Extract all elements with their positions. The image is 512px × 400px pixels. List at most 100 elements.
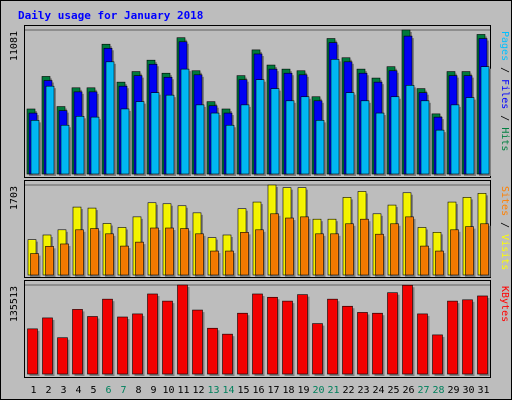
series-legend: Pages / Files / Hits <box>499 31 510 151</box>
bar-pages-21 <box>330 59 341 176</box>
bar-pages-26 <box>405 85 416 176</box>
bar-kbytes-7 <box>117 316 130 376</box>
bar-sites-6 <box>105 233 116 277</box>
bar-kbytes-29 <box>447 300 460 376</box>
bar-sites-28 <box>435 250 446 277</box>
series-sites <box>30 213 491 277</box>
chart-title: Daily usage for January 2018 <box>18 9 203 22</box>
bar-pages-22 <box>345 92 356 176</box>
bar-sites-5 <box>90 228 101 277</box>
bar-sites-29 <box>450 229 461 277</box>
y-max-label: 1703 <box>9 186 20 210</box>
bar-kbytes-22 <box>342 305 355 376</box>
bar-kbytes-1 <box>27 328 40 376</box>
panel-kbytes: 135513 KBytes <box>9 280 510 378</box>
bar-kbytes-14 <box>222 333 235 376</box>
x-tick-label: 1 <box>30 385 36 396</box>
x-tick-label: 22 <box>342 385 354 396</box>
bar-kbytes-9 <box>147 293 160 376</box>
bar-kbytes-11 <box>177 284 190 376</box>
x-tick-label: 11 <box>177 385 189 396</box>
bar-kbytes-19 <box>297 294 310 376</box>
x-tick-label: 21 <box>327 385 339 396</box>
legend-part: Sites <box>499 186 510 216</box>
bar-sites-11 <box>180 228 191 277</box>
series-kbytes <box>27 284 490 376</box>
x-tick-label: 18 <box>282 385 294 396</box>
x-tick-label: 10 <box>162 385 174 396</box>
x-tick-label: 26 <box>402 385 414 396</box>
legend-part: Pages <box>499 31 510 61</box>
legend-part: Hits <box>499 127 510 151</box>
bar-pages-30 <box>465 97 476 176</box>
bar-sites-31 <box>480 223 491 277</box>
bar-sites-25 <box>390 223 401 277</box>
x-tick-label: 16 <box>252 385 264 396</box>
bar-sites-30 <box>465 226 476 277</box>
bar-kbytes-10 <box>162 300 175 376</box>
chart-panels: 11081 Pages / Files / Hits 1703 Sites / Vis… <box>9 25 510 378</box>
bar-kbytes-3 <box>57 337 70 376</box>
bar-kbytes-27 <box>417 313 430 376</box>
bar-sites-26 <box>405 216 416 277</box>
bar-pages-7 <box>120 108 131 176</box>
x-tick-label: 5 <box>90 385 96 396</box>
legend-part: / <box>499 109 510 127</box>
bar-kbytes-26 <box>402 284 415 376</box>
bar-kbytes-6 <box>102 298 115 376</box>
bar-pages-23 <box>360 100 371 176</box>
bar-sites-9 <box>150 227 161 277</box>
x-tick-label: 25 <box>387 385 399 396</box>
bar-kbytes-30 <box>462 299 475 376</box>
x-tick-label: 13 <box>207 385 219 396</box>
bar-pages-15 <box>240 104 251 176</box>
x-tick-label: 12 <box>192 385 204 396</box>
bar-sites-4 <box>75 229 86 277</box>
bar-pages-29 <box>450 104 461 176</box>
bar-sites-27 <box>420 245 431 277</box>
bar-kbytes-24 <box>372 312 385 376</box>
bar-kbytes-21 <box>327 298 340 376</box>
bar-kbytes-31 <box>477 295 490 376</box>
bar-kbytes-12 <box>192 309 205 376</box>
legend-part: Visits <box>499 234 510 270</box>
bar-kbytes-2 <box>42 317 55 376</box>
bar-sites-20 <box>315 233 326 277</box>
x-axis-ticks: 1 2 3 4 5 6 7 8 9 10 11 12 13 14 15 16 17 18 19 20 21 22 23 24 2… <box>30 385 489 396</box>
bar-kbytes-23 <box>357 312 370 376</box>
x-tick-label: 4 <box>75 385 81 396</box>
legend-part: KBytes <box>499 286 510 322</box>
x-tick-label: 20 <box>312 385 324 396</box>
bar-pages-24 <box>375 112 386 176</box>
bar-kbytes-15 <box>237 312 250 376</box>
bar-pages-18 <box>285 100 296 176</box>
series-pages <box>30 59 491 176</box>
legend-part: Files <box>499 79 510 109</box>
x-tick-label: 6 <box>105 385 111 396</box>
bar-sites-19 <box>300 216 311 277</box>
bar-sites-8 <box>135 241 146 277</box>
bar-pages-13 <box>210 112 221 176</box>
bar-pages-31 <box>480 66 491 176</box>
bar-kbytes-20 <box>312 323 325 376</box>
bar-pages-1 <box>30 120 41 176</box>
bar-kbytes-16 <box>252 293 265 376</box>
bar-sites-15 <box>240 232 251 277</box>
bar-pages-8 <box>135 101 146 176</box>
x-tick-label: 9 <box>150 385 156 396</box>
bar-sites-23 <box>360 218 371 277</box>
panel-visits-sites: 1703 Sites / Visits <box>9 180 510 278</box>
bar-pages-3 <box>60 124 71 176</box>
legend-part: / <box>499 216 510 234</box>
x-tick-label: 7 <box>120 385 126 396</box>
x-tick-label: 27 <box>417 385 429 396</box>
bar-sites-21 <box>330 233 341 277</box>
bar-sites-16 <box>255 229 266 277</box>
bar-sites-14 <box>225 250 236 277</box>
bar-sites-1 <box>30 253 41 277</box>
bar-pages-2 <box>45 85 56 176</box>
x-tick-label: 31 <box>477 385 489 396</box>
bar-kbytes-13 <box>207 327 220 376</box>
x-tick-label: 23 <box>357 385 369 396</box>
